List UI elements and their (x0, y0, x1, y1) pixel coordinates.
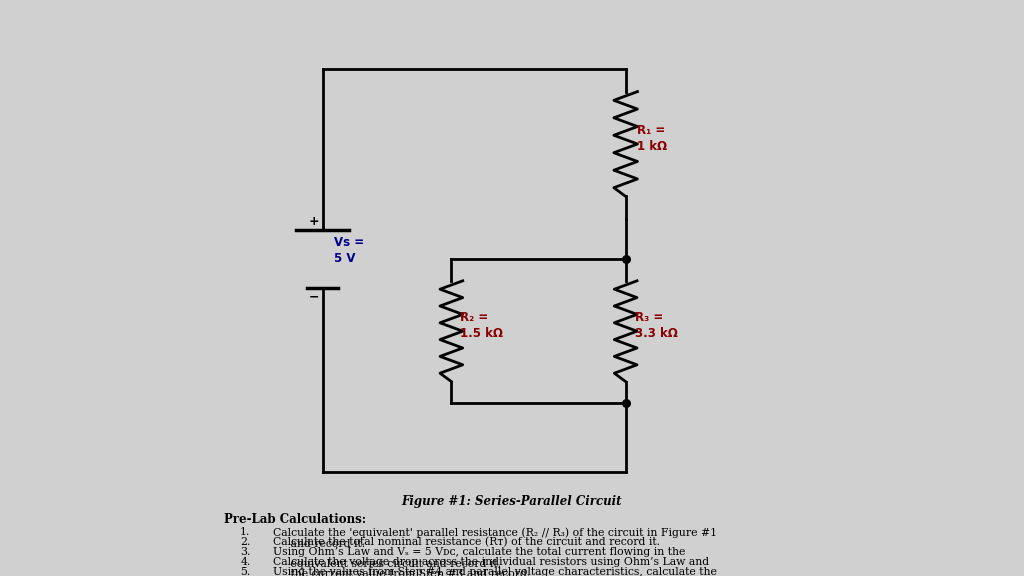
Text: 3.: 3. (241, 547, 251, 557)
Text: 2.: 2. (241, 537, 251, 547)
Text: −: − (308, 291, 318, 304)
Text: Figure #1: Series-Parallel Circuit: Figure #1: Series-Parallel Circuit (401, 495, 623, 509)
Text: 5.: 5. (241, 567, 251, 576)
Text: R₁ =
1 kΩ: R₁ = 1 kΩ (637, 124, 668, 153)
Text: R₃ =
3.3 kΩ: R₃ = 3.3 kΩ (635, 311, 678, 340)
Text: 4.: 4. (241, 558, 251, 567)
Text: Calculate the voltage drop across the individual resistors using Ohm’s Law and
 : Calculate the voltage drop across the in… (273, 558, 710, 576)
Text: Vs =
5 V: Vs = 5 V (334, 236, 365, 265)
Text: Calculate the 'equivalent' parallel resistance (R₂ // R₃) of the circuit in Figu: Calculate the 'equivalent' parallel resi… (273, 527, 718, 549)
Text: +: + (308, 214, 318, 228)
Text: Pre-Lab Calculations:: Pre-Lab Calculations: (224, 513, 367, 526)
Text: Using Ohm’s Law and Vₛ = 5 Vᴅᴄ, calculate the total current flowing in the
     : Using Ohm’s Law and Vₛ = 5 Vᴅᴄ, calculat… (273, 547, 686, 569)
Text: Calculate the total nominal resistance (Rᴛ) of the circuit and record it.: Calculate the total nominal resistance (… (273, 537, 660, 547)
Point (617, 255, 634, 264)
Point (617, 399, 634, 408)
Text: 1.: 1. (241, 527, 251, 537)
Text: Using the values from Step #4 and parallel voltage characteristics, calculate th: Using the values from Step #4 and parall… (273, 567, 717, 576)
Text: R₂ =
1.5 kΩ: R₂ = 1.5 kΩ (461, 311, 504, 340)
